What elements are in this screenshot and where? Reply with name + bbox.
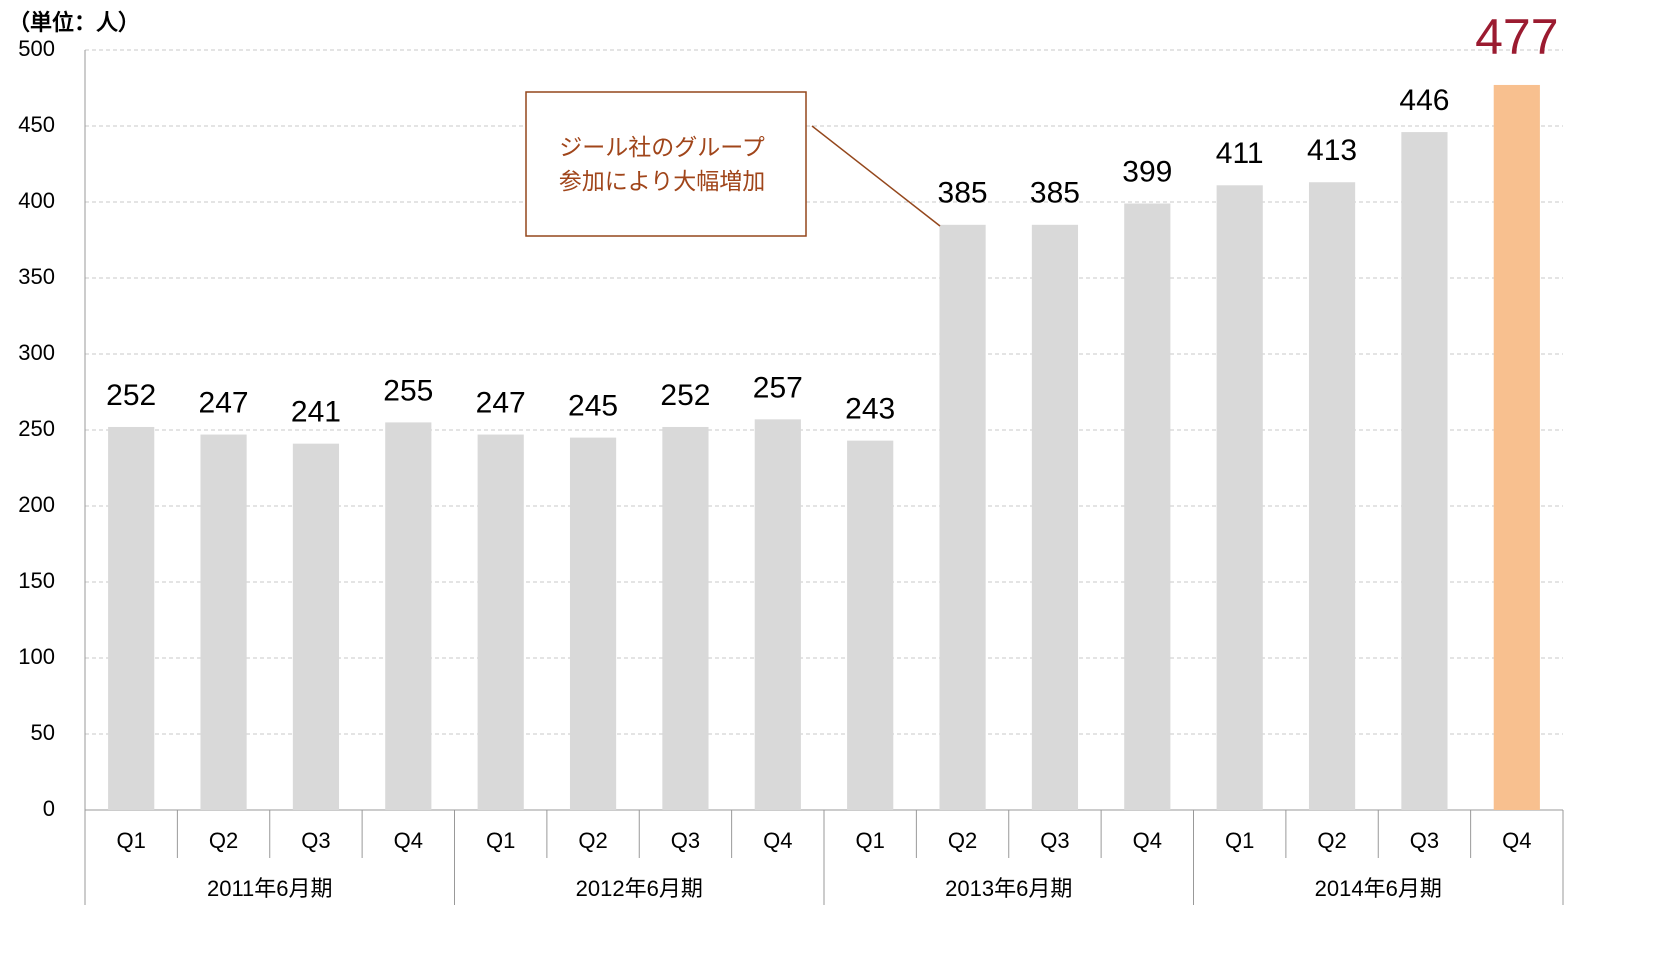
y-tick-label: 50	[31, 720, 55, 745]
y-tick-label: 0	[43, 796, 55, 821]
bar	[1216, 185, 1263, 810]
group-label: 2014年6月期	[1315, 876, 1442, 901]
x-tick-label: Q4	[1133, 828, 1162, 853]
x-tick-label: Q4	[763, 828, 792, 853]
value-label: 255	[383, 374, 433, 407]
x-tick-label: Q3	[1040, 828, 1069, 853]
value-label: 477	[1475, 9, 1558, 65]
x-tick-label: Q2	[209, 828, 238, 853]
y-tick-label: 450	[18, 112, 55, 137]
value-label: 257	[753, 371, 803, 404]
x-tick-label: Q2	[1317, 828, 1346, 853]
annotation-text: 参加により大幅増加	[559, 168, 766, 194]
x-tick-label: Q3	[671, 828, 700, 853]
bar	[292, 443, 340, 810]
value-label: 411	[1216, 137, 1264, 170]
value-label: 252	[106, 379, 156, 412]
y-tick-label: 400	[18, 188, 55, 213]
bar	[569, 437, 617, 810]
x-tick-label: Q3	[1410, 828, 1439, 853]
value-label: 243	[845, 393, 895, 426]
x-tick-label: Q1	[486, 828, 515, 853]
value-label: 385	[1030, 177, 1080, 210]
bar	[477, 434, 524, 810]
bar	[1401, 132, 1448, 810]
y-tick-label: 100	[18, 644, 55, 669]
bar	[385, 422, 432, 810]
bar	[662, 426, 709, 810]
value-label: 241	[291, 396, 341, 429]
value-label: 413	[1307, 134, 1357, 167]
x-tick-label: Q1	[856, 828, 885, 853]
value-label: 247	[199, 386, 249, 419]
y-tick-label: 200	[18, 492, 55, 517]
bar	[1124, 203, 1171, 810]
x-tick-label: Q2	[578, 828, 607, 853]
bar	[939, 224, 986, 811]
x-tick-label: Q1	[117, 828, 146, 853]
annotation-text: ジール社のグループ	[559, 134, 765, 160]
bar	[847, 440, 894, 810]
group-label: 2013年6月期	[945, 876, 1072, 901]
value-label: 446	[1399, 84, 1449, 117]
annotation-leader	[811, 125, 941, 227]
y-tick-label: 250	[18, 416, 55, 441]
annotation-box	[525, 91, 807, 237]
value-label: 247	[476, 386, 526, 419]
bar	[754, 419, 801, 810]
y-tick-label: 500	[18, 36, 55, 61]
bar	[1308, 182, 1356, 811]
bar	[108, 426, 155, 810]
group-label: 2012年6月期	[576, 876, 703, 901]
x-tick-label: Q2	[948, 828, 977, 853]
bar	[1031, 224, 1079, 811]
value-label: 399	[1122, 155, 1172, 188]
y-tick-label: 300	[18, 340, 55, 365]
y-tick-label: 350	[18, 264, 55, 289]
value-label: 385	[938, 177, 988, 210]
y-tick-label: 150	[18, 568, 55, 593]
x-tick-label: Q4	[394, 828, 423, 853]
x-tick-label: Q1	[1225, 828, 1254, 853]
value-label: 252	[660, 379, 710, 412]
bar	[200, 434, 247, 810]
x-tick-label: Q3	[301, 828, 330, 853]
x-tick-label: Q4	[1502, 828, 1531, 853]
value-label: 245	[568, 390, 618, 423]
unit-label: （単位：人）	[8, 10, 140, 35]
group-label: 2011年6月期	[207, 876, 333, 901]
bar	[1493, 84, 1540, 810]
